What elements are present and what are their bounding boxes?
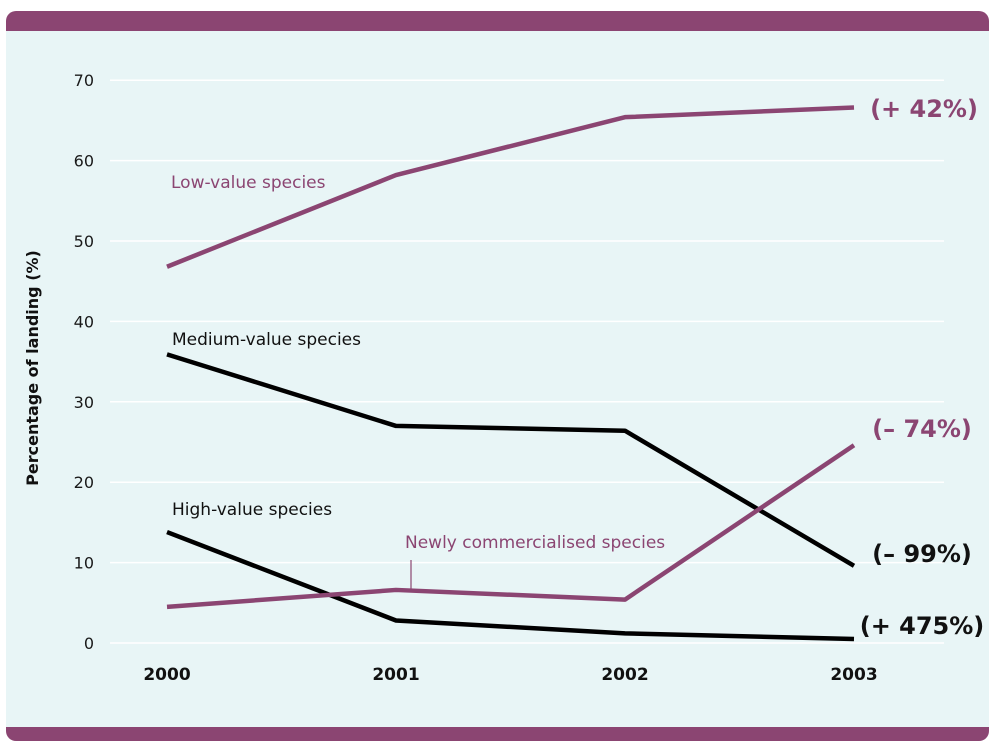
y-tick-label: 70 bbox=[74, 71, 94, 90]
newly-commercialised-series-label: Newly commercialised species bbox=[405, 533, 665, 553]
y-axis-label: Percentage of landing (%) bbox=[23, 250, 42, 486]
y-tick-label: 50 bbox=[74, 232, 94, 251]
medium-value-change-label: (– 74%) bbox=[872, 415, 972, 443]
high-value-series-line bbox=[166, 529, 855, 642]
y-tick-label: 0 bbox=[84, 634, 94, 653]
y-tick-label: 10 bbox=[74, 554, 94, 573]
high-value-series-label: High-value species bbox=[172, 500, 332, 520]
y-tick-label: 60 bbox=[74, 152, 94, 171]
y-tick-label: 20 bbox=[74, 473, 94, 492]
medium-value-series-line bbox=[166, 352, 856, 568]
x-tick-label: 2000 bbox=[143, 665, 190, 685]
top-band bbox=[6, 11, 989, 31]
low-value-change-label: (+ 42%) bbox=[870, 95, 978, 123]
newly-commercialised-change-label: (+ 475%) bbox=[860, 612, 985, 640]
x-tick-label: 2001 bbox=[372, 665, 419, 685]
y-tick-label: 40 bbox=[74, 312, 94, 331]
low-value-series-label: Low-value species bbox=[171, 173, 326, 193]
x-tick-label: 2002 bbox=[601, 665, 648, 685]
chart-panel bbox=[6, 31, 989, 727]
newly-commercialised-series-line bbox=[166, 443, 856, 610]
high-value-change-label: (– 99%) bbox=[872, 540, 972, 568]
bottom-band bbox=[6, 727, 989, 741]
y-tick-label: 30 bbox=[74, 393, 94, 412]
x-tick-label: 2003 bbox=[830, 665, 877, 685]
low-value-series-line bbox=[166, 105, 855, 269]
medium-value-series-label: Medium-value species bbox=[172, 330, 361, 350]
